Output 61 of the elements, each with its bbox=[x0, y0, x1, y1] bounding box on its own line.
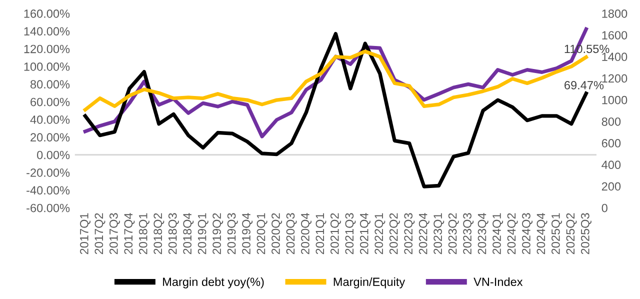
y2-tick-label: 1600 bbox=[602, 31, 628, 40]
y-tick-label: 0.00% bbox=[37, 150, 70, 160]
x-tick-label: 2022Q1 bbox=[374, 213, 386, 254]
y2-tick-label: 1200 bbox=[602, 74, 628, 83]
y2-tick-label: 800 bbox=[602, 117, 621, 126]
legend-label: VN-Index bbox=[474, 277, 523, 286]
y-tick-label: -60.00% bbox=[26, 204, 70, 212]
x-tick-label: 2025Q3 bbox=[580, 213, 592, 254]
x-tick-label: 2019Q1 bbox=[198, 213, 208, 254]
legend-label: Margin/Equity bbox=[334, 277, 406, 288]
x-tick-label: 2023Q4 bbox=[478, 213, 488, 254]
x-tick-label: 2020Q1 bbox=[256, 213, 268, 254]
x-tick-label: 2025Q1 bbox=[552, 213, 562, 254]
x-tick-label: 2022Q4 bbox=[418, 213, 430, 254]
legend-label: Margin debt yoy(%) bbox=[163, 277, 264, 288]
x-tick-label: 2021Q3 bbox=[345, 213, 356, 254]
x-tick-label: 2024Q1 bbox=[492, 213, 504, 254]
x-tick-label: 2023Q1 bbox=[434, 213, 444, 254]
y-tick-label: 80.00% bbox=[30, 80, 70, 89]
x-tick-label: 2017Q1 bbox=[80, 213, 90, 254]
x-tick-label: 2018Q3 bbox=[168, 213, 179, 254]
y-tick-label: -20.00% bbox=[26, 168, 70, 177]
x-tick-label: 2021Q2 bbox=[330, 213, 341, 254]
x-tick-label: 2021Q4 bbox=[360, 213, 370, 254]
x-tick-label: 2017Q2 bbox=[94, 213, 106, 254]
x-tick-label: 2017Q3 bbox=[109, 213, 120, 254]
y-tick-label: 60.00% bbox=[30, 98, 70, 106]
y-tick-label: 120.00% bbox=[24, 44, 70, 54]
y-tick-label: -40.00% bbox=[26, 186, 70, 195]
y2-tick-label: 200 bbox=[602, 182, 621, 191]
x-tick-label: 2023Q2 bbox=[448, 213, 459, 254]
x-tick-label: 2023Q3 bbox=[463, 213, 474, 254]
x-tick-label: 2022Q2 bbox=[389, 213, 400, 254]
y2-tick-label: 1400 bbox=[602, 52, 628, 62]
y-tick-label: 40.00% bbox=[30, 116, 70, 124]
x-tick-label: 2020Q4 bbox=[301, 213, 312, 254]
y2-tick-label: 400 bbox=[602, 160, 621, 170]
y2-tick-label: 1800 bbox=[602, 9, 628, 18]
x-tick-label: 2020Q3 bbox=[286, 213, 297, 254]
x-tick-label: 2022Q3 bbox=[404, 213, 415, 254]
x-tick-label: 2020Q2 bbox=[272, 213, 282, 254]
y2-tick-label: 600 bbox=[602, 139, 621, 148]
x-tick-label: 2018Q4 bbox=[183, 213, 194, 254]
x-tick-label: 2025Q2 bbox=[566, 213, 577, 254]
y-tick-label: 160.00% bbox=[24, 9, 70, 18]
y-tick-label: 20.00% bbox=[30, 133, 70, 142]
x-tick-label: 2018Q1 bbox=[138, 213, 150, 254]
y-tick-label: 140.00% bbox=[24, 27, 70, 36]
x-tick-label: 2024Q4 bbox=[536, 213, 548, 254]
annotation: 69.47% bbox=[564, 81, 604, 90]
x-tick-label: 2017Q4 bbox=[124, 213, 135, 254]
x-tick-label: 2021Q1 bbox=[316, 213, 326, 254]
y-tick-label: 100.00% bbox=[24, 62, 70, 71]
y2-tick-label: 0 bbox=[602, 204, 608, 212]
x-tick-label: 2019Q3 bbox=[227, 213, 238, 254]
y2-tick-label: 1000 bbox=[602, 96, 628, 104]
x-tick-label: 2024Q3 bbox=[522, 213, 533, 254]
x-tick-label: 2024Q2 bbox=[507, 213, 518, 254]
x-tick-label: 2019Q4 bbox=[242, 213, 253, 254]
x-tick-label: 2018Q2 bbox=[154, 213, 164, 254]
x-tick-label: 2019Q2 bbox=[212, 213, 224, 254]
